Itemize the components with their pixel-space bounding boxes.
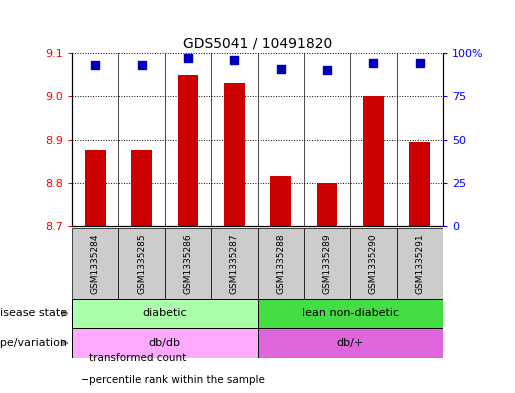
- Bar: [317, 183, 337, 226]
- Text: disease state: disease state: [0, 309, 67, 318]
- Text: GSM1335285: GSM1335285: [137, 233, 146, 294]
- Text: transformed count: transformed count: [89, 353, 186, 363]
- Bar: [118, 228, 165, 299]
- Text: genotype/variation: genotype/variation: [0, 338, 67, 348]
- Bar: [72, 328, 258, 358]
- Point: [184, 55, 192, 61]
- Text: GSM1335291: GSM1335291: [415, 233, 424, 294]
- Bar: [85, 151, 106, 226]
- Text: lean non-diabetic: lean non-diabetic: [302, 309, 399, 318]
- Point: [91, 62, 99, 68]
- Text: db/db: db/db: [149, 338, 181, 348]
- Bar: [258, 299, 443, 328]
- Bar: [350, 228, 397, 299]
- Bar: [224, 83, 245, 226]
- Text: percentile rank within the sample: percentile rank within the sample: [89, 375, 265, 385]
- Bar: [165, 228, 211, 299]
- Point: [416, 60, 424, 66]
- Title: GDS5041 / 10491820: GDS5041 / 10491820: [183, 37, 332, 50]
- Point: [323, 67, 331, 73]
- Point: [277, 66, 285, 72]
- Point: [230, 57, 238, 63]
- Bar: [363, 96, 384, 226]
- Bar: [82, 379, 88, 380]
- Text: diabetic: diabetic: [143, 309, 187, 318]
- Point: [138, 62, 146, 68]
- Text: db/+: db/+: [337, 338, 364, 348]
- Bar: [409, 142, 430, 226]
- Text: GSM1335286: GSM1335286: [183, 233, 193, 294]
- Bar: [258, 228, 304, 299]
- Bar: [178, 75, 198, 226]
- Bar: [258, 328, 443, 358]
- Bar: [131, 150, 152, 226]
- Point: [369, 60, 377, 66]
- Bar: [72, 299, 258, 328]
- Bar: [304, 228, 350, 299]
- Text: GSM1335290: GSM1335290: [369, 233, 378, 294]
- Text: GSM1335287: GSM1335287: [230, 233, 239, 294]
- Bar: [211, 228, 258, 299]
- Text: GSM1335284: GSM1335284: [91, 233, 100, 294]
- Text: GSM1335288: GSM1335288: [276, 233, 285, 294]
- Text: GSM1335289: GSM1335289: [322, 233, 332, 294]
- Bar: [397, 228, 443, 299]
- Bar: [72, 228, 118, 299]
- Bar: [270, 176, 291, 226]
